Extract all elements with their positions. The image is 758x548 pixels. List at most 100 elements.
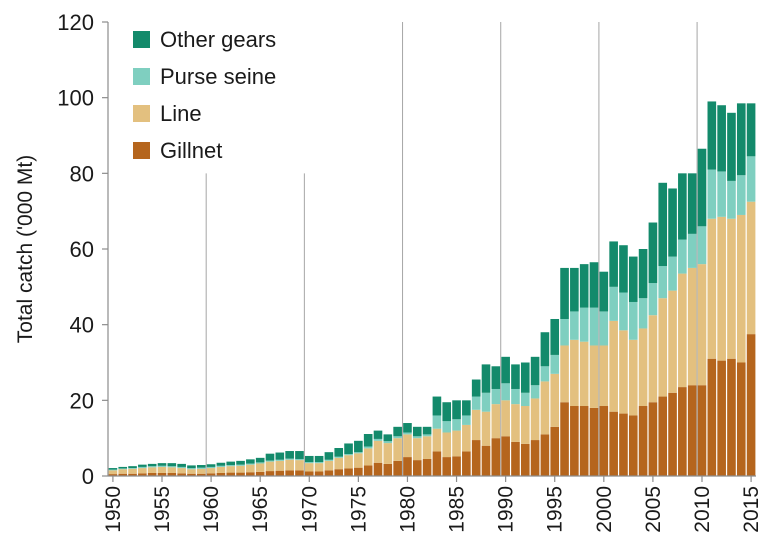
y-axis-title: Total catch ('000 Mt)	[14, 155, 37, 343]
bar-segment-gillnet	[462, 451, 471, 476]
bar-segment-other-gears	[540, 332, 550, 367]
bar-segment-line	[530, 398, 540, 441]
x-tick-label: 2015	[740, 486, 758, 533]
bar-segment-purse-seine	[167, 466, 177, 468]
y-tick-label: 120	[57, 10, 94, 35]
bar-segment-other-gears	[658, 182, 668, 267]
bar-segment-other-gears	[422, 426, 432, 435]
bar-segment-purse-seine	[638, 298, 648, 329]
bar-segment-gillnet	[707, 358, 717, 476]
bar-segment-gillnet	[344, 468, 353, 476]
y-axis-ticks: 0 20 40 60 80 100 120	[57, 10, 108, 489]
x-tick-label: 2005	[642, 486, 665, 533]
bar-segment-purse-seine	[177, 466, 186, 469]
bar-segment-line	[383, 443, 393, 464]
x-tick-label: 1970	[298, 486, 321, 533]
bar-segment-other-gears	[511, 364, 520, 389]
bar-segment-other-gears	[707, 101, 717, 170]
bar-segment-other-gears	[668, 188, 677, 257]
bar-segment-line	[717, 216, 726, 361]
bar-segment-line	[491, 404, 501, 439]
bar-segment-line	[265, 461, 275, 472]
bar-segment-line	[324, 460, 334, 471]
x-tick-label: 2000	[593, 486, 616, 533]
vertical-gridlines	[205, 22, 698, 476]
bar-segment-gillnet	[550, 426, 560, 476]
bar-segment-line	[432, 428, 442, 452]
bar-segment-other-gears	[717, 105, 726, 172]
legend-label-other-gears: Other gears	[160, 27, 276, 52]
x-tick-label: 1990	[495, 486, 518, 533]
bar-segment-purse-seine	[354, 452, 363, 454]
bar-segment-other-gears	[628, 256, 638, 302]
bar-segment-other-gears	[609, 241, 618, 287]
bar-segment-gillnet	[128, 473, 137, 476]
bar-segment-gillnet	[403, 457, 412, 476]
bar-segment-gillnet	[520, 443, 530, 476]
bar-segment-purse-seine	[687, 233, 697, 268]
bar-segment-purse-seine	[118, 468, 128, 470]
bar-segment-purse-seine	[491, 388, 501, 405]
bar-segment-purse-seine	[442, 421, 452, 433]
bar-segment-gillnet	[432, 451, 442, 476]
bar-segment-purse-seine	[432, 415, 442, 429]
bar-segment-other-gears	[354, 440, 363, 453]
bar-segment-line	[354, 453, 363, 468]
y-tick-label: 20	[70, 388, 94, 413]
bar-segment-line	[697, 264, 707, 386]
bar-segment-gillnet	[717, 360, 726, 476]
bar-segment-gillnet	[167, 472, 177, 476]
legend-swatch-line	[133, 105, 150, 122]
bar-segment-line	[246, 464, 255, 473]
bar-segment-gillnet	[246, 472, 255, 476]
bar-segment-purse-seine	[196, 467, 206, 469]
bar-segment-other-gears	[157, 463, 167, 466]
bar-segment-gillnet	[638, 406, 648, 476]
bar-segment-line	[520, 406, 530, 444]
bar-segment-other-gears	[530, 356, 540, 386]
bar-segment-line	[255, 463, 265, 472]
bar-segment-gillnet	[609, 411, 618, 476]
bar-segment-other-gears	[678, 173, 687, 240]
bar-segment-purse-seine	[530, 385, 540, 399]
bar-segment-line	[746, 201, 756, 335]
bar-segment-purse-seine	[619, 292, 628, 331]
bar-segment-gillnet	[589, 407, 599, 476]
bar-segment-purse-seine	[344, 454, 353, 456]
bar-segment-purse-seine	[324, 459, 334, 461]
bar-segment-other-gears	[560, 267, 569, 319]
x-tick-label: 1960	[200, 486, 223, 533]
y-tick-label: 40	[70, 313, 94, 338]
bar-segment-purse-seine	[295, 458, 304, 461]
bar-segment-other-gears	[334, 448, 344, 457]
bar-segment-gillnet	[354, 467, 363, 476]
bar-segment-line	[275, 460, 285, 471]
bar-segment-other-gears	[648, 222, 658, 284]
bar-segment-gillnet	[648, 402, 658, 476]
x-tick-label: 1950	[102, 486, 125, 533]
bar-segment-line	[481, 411, 491, 446]
bar-segment-purse-seine	[255, 462, 265, 464]
bar-segment-purse-seine	[560, 318, 569, 346]
legend-label-gillnet: Gillnet	[160, 138, 222, 163]
bar-segment-line	[619, 330, 628, 414]
y-tick-label: 0	[82, 464, 94, 489]
bar-segment-line	[707, 218, 717, 359]
bar-segment-purse-seine	[128, 468, 137, 469]
bar-segment-line	[108, 470, 118, 475]
bar-segment-other-gears	[403, 423, 412, 433]
x-tick-label: 1955	[151, 486, 174, 533]
bar-stacks	[108, 101, 756, 477]
bar-segment-gillnet	[275, 470, 285, 476]
bar-segment-line	[570, 339, 579, 407]
bar-segment-line	[295, 460, 304, 471]
bar-segment-gillnet	[442, 457, 452, 476]
bar-segment-other-gears	[187, 465, 196, 469]
bar-segment-line	[599, 345, 609, 407]
bar-segment-other-gears	[196, 465, 206, 468]
bar-segment-purse-seine	[226, 465, 236, 467]
bar-segment-line	[452, 430, 461, 457]
bar-segment-purse-seine	[462, 415, 471, 425]
bar-segment-other-gears	[373, 430, 383, 439]
